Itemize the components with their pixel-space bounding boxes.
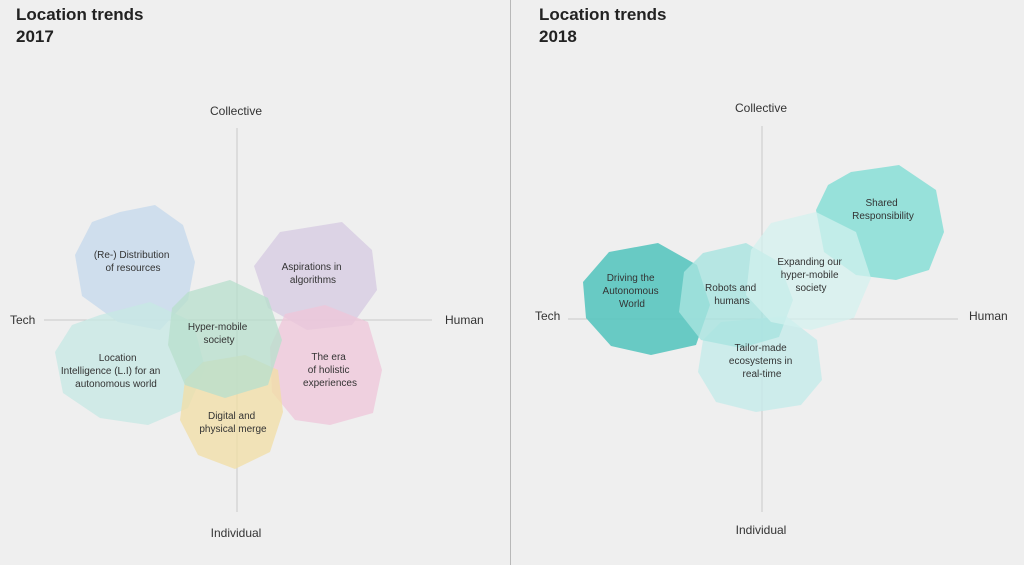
blob-label-robots-humans: Robots and humans: [705, 283, 759, 307]
blob-aspirations: [254, 222, 377, 330]
trend-diagram-2018: Collective Individual Tech Human Shared …: [535, 101, 1008, 537]
axis-label-bottom: Individual: [211, 526, 262, 540]
blob-label-tailor-made: Tailor-made ecosystems in real-time: [729, 343, 795, 380]
blob-expanding-hyper-mobile: [746, 212, 871, 330]
blob-label-era-holistic: The era of holistic experiences: [303, 352, 357, 389]
axis-label-left: Tech: [535, 309, 560, 323]
blob-re-distribution: [75, 205, 195, 330]
axis-label-top: Collective: [735, 101, 787, 115]
panel-divider: [510, 0, 511, 565]
blob-label-aspirations: Aspirations in algorithms: [282, 262, 345, 286]
blob-label-digital-physical: Digital and physical merge: [199, 411, 267, 435]
axis-label-bottom: Individual: [736, 523, 787, 537]
blob-era-holistic: [270, 305, 382, 425]
trend-diagram-2017: Collective Individual Tech Human (Re-) D…: [10, 104, 484, 540]
blob-label-hyper-mobile: Hyper-mobile society: [188, 322, 250, 346]
title-year: 2018: [539, 27, 577, 46]
panel-2017: Location trends 2017 Collective Individu…: [0, 0, 510, 565]
blob-label-driving-autonomous: Driving the Autonomous World: [603, 273, 662, 310]
blob-label-location-intelligence: Location Intelligence (L.I) for an auton…: [61, 353, 163, 390]
panel-2018: Location trends 2018 Collective Individu…: [511, 0, 1024, 565]
axis-label-right: Human: [445, 313, 484, 327]
panel-title: Location trends 2017: [16, 4, 144, 48]
blob-driving-autonomous: [583, 243, 710, 355]
axis-label-right: Human: [969, 309, 1008, 323]
title-year: 2017: [16, 27, 54, 46]
title-line1: Location trends: [539, 5, 667, 24]
blob-location-intelligence: [55, 302, 205, 425]
axis-label-left: Tech: [10, 313, 35, 327]
axis-label-top: Collective: [210, 104, 262, 118]
blob-label-re-distribution: (Re-) Distribution of resources: [94, 250, 172, 274]
panel-title: Location trends 2018: [539, 4, 667, 48]
title-line1: Location trends: [16, 5, 144, 24]
blob-label-expanding-hyper-mobile: Expanding our hyper-mobile society: [777, 257, 844, 294]
blob-label-shared-responsibility: Shared Responsibility: [852, 198, 914, 222]
blob-hyper-mobile: [168, 280, 282, 398]
